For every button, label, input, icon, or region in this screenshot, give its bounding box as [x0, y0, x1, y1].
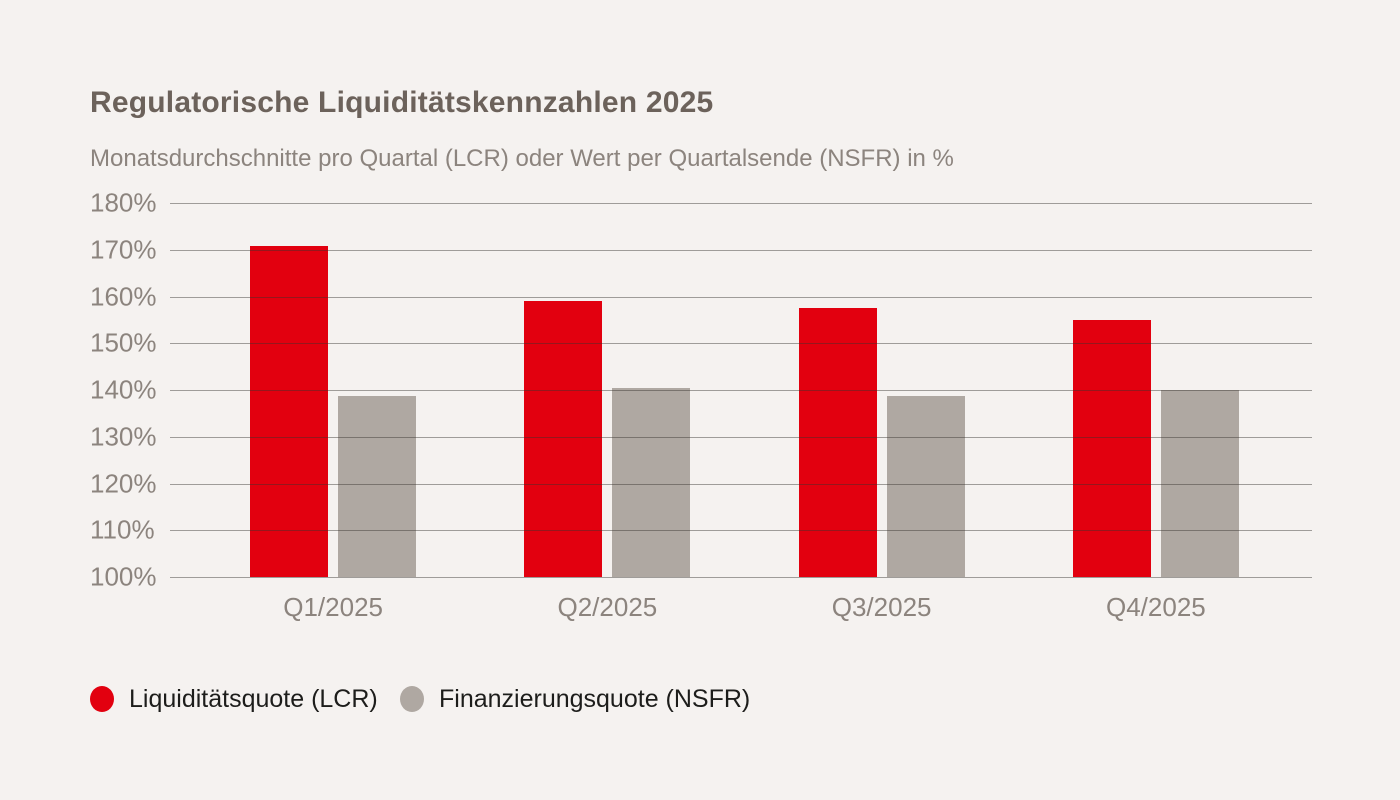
y-tick-label-170: 170%	[90, 234, 157, 265]
bar-Q4/2025-Liquiditätsquote (LCR)	[1072, 319, 1151, 577]
y-tick-label-140: 140%	[90, 374, 157, 405]
bar-Q1/2025-Finanzierungsquote (NSFR)	[338, 396, 417, 577]
bar-Q2/2025-Finanzierungsquote (NSFR)	[612, 387, 691, 577]
gridline-140	[170, 390, 1312, 391]
legend-label: Finanzierungsquote (NSFR)	[439, 684, 751, 713]
bar-groups	[170, 203, 1312, 577]
legend-item-Liquiditätsquote (LCR): Liquiditätsquote (LCR)	[90, 684, 378, 714]
gridline-100	[170, 577, 1312, 578]
bar-Q3/2025-Finanzierungsquote (NSFR)	[886, 396, 965, 577]
gridline-120	[170, 483, 1312, 485]
y-tick-label-150: 150%	[90, 327, 157, 358]
y-tick-label-130: 130%	[90, 421, 157, 452]
y-tick-label-180: 180%	[90, 187, 157, 218]
gridline-170	[170, 249, 1312, 251]
bar-Q4/2025-Finanzierungsquote (NSFR)	[1160, 390, 1239, 577]
x-tick-label-Q3/2025: Q3/2025	[831, 592, 932, 622]
bar-group-Q1/2025	[196, 203, 470, 577]
legend-item-Finanzierungsquote (NSFR): Finanzierungsquote (NSFR)	[400, 684, 750, 714]
bar-Q2/2025-Liquiditätsquote (LCR)	[524, 301, 603, 577]
y-tick-label-120: 120%	[90, 468, 157, 498]
x-tick-label-Q1/2025: Q1/2025	[283, 592, 383, 622]
gridline-180	[170, 203, 1312, 204]
legend-dot-icon	[400, 686, 424, 712]
legend-dot-icon	[90, 686, 114, 712]
chart-subtitle: Monatsdurchschnitte pro Quartal (LCR) od…	[90, 145, 954, 172]
chart-title: Regulatorische Liquiditätskennzahlen 202…	[90, 86, 714, 119]
bar-Q1/2025-Liquiditätsquote (LCR)	[250, 246, 329, 577]
gridline-130	[170, 436, 1312, 438]
bar-group-Q4/2025	[1019, 203, 1293, 577]
x-tick-label-Q2/2025: Q2/2025	[557, 592, 658, 622]
y-tick-label-160: 160%	[90, 281, 157, 311]
gridline-160	[170, 296, 1312, 298]
bar-group-Q3/2025	[745, 203, 1019, 577]
x-tick-label-Q4/2025: Q4/2025	[1106, 592, 1206, 622]
gridline-150	[170, 343, 1312, 345]
x-axis-labels-inner: Q1/2025 Q2/2025 Q3/2025 Q4/2025	[196, 592, 1293, 623]
bar-group-Q2/2025	[470, 203, 744, 577]
bar-Q3/2025-Liquiditätsquote (LCR)	[798, 308, 877, 577]
y-axis-labels: 180% 170% 160% 150% 140% 130% 120% 110% 100%	[90, 188, 170, 592]
legend-label: Liquiditätsquote (LCR)	[129, 684, 378, 713]
y-tick-label-110: 110%	[90, 514, 155, 545]
gridline-110	[170, 530, 1312, 532]
plot-area	[170, 203, 1312, 578]
x-axis-labels: Q1/2025 Q2/2025 Q3/2025 Q4/2025	[170, 592, 1312, 623]
legend: Liquiditätsquote (LCR) Finanzierungsquote…	[0, 684, 1400, 714]
y-tick-label-100: 100%	[90, 561, 157, 592]
